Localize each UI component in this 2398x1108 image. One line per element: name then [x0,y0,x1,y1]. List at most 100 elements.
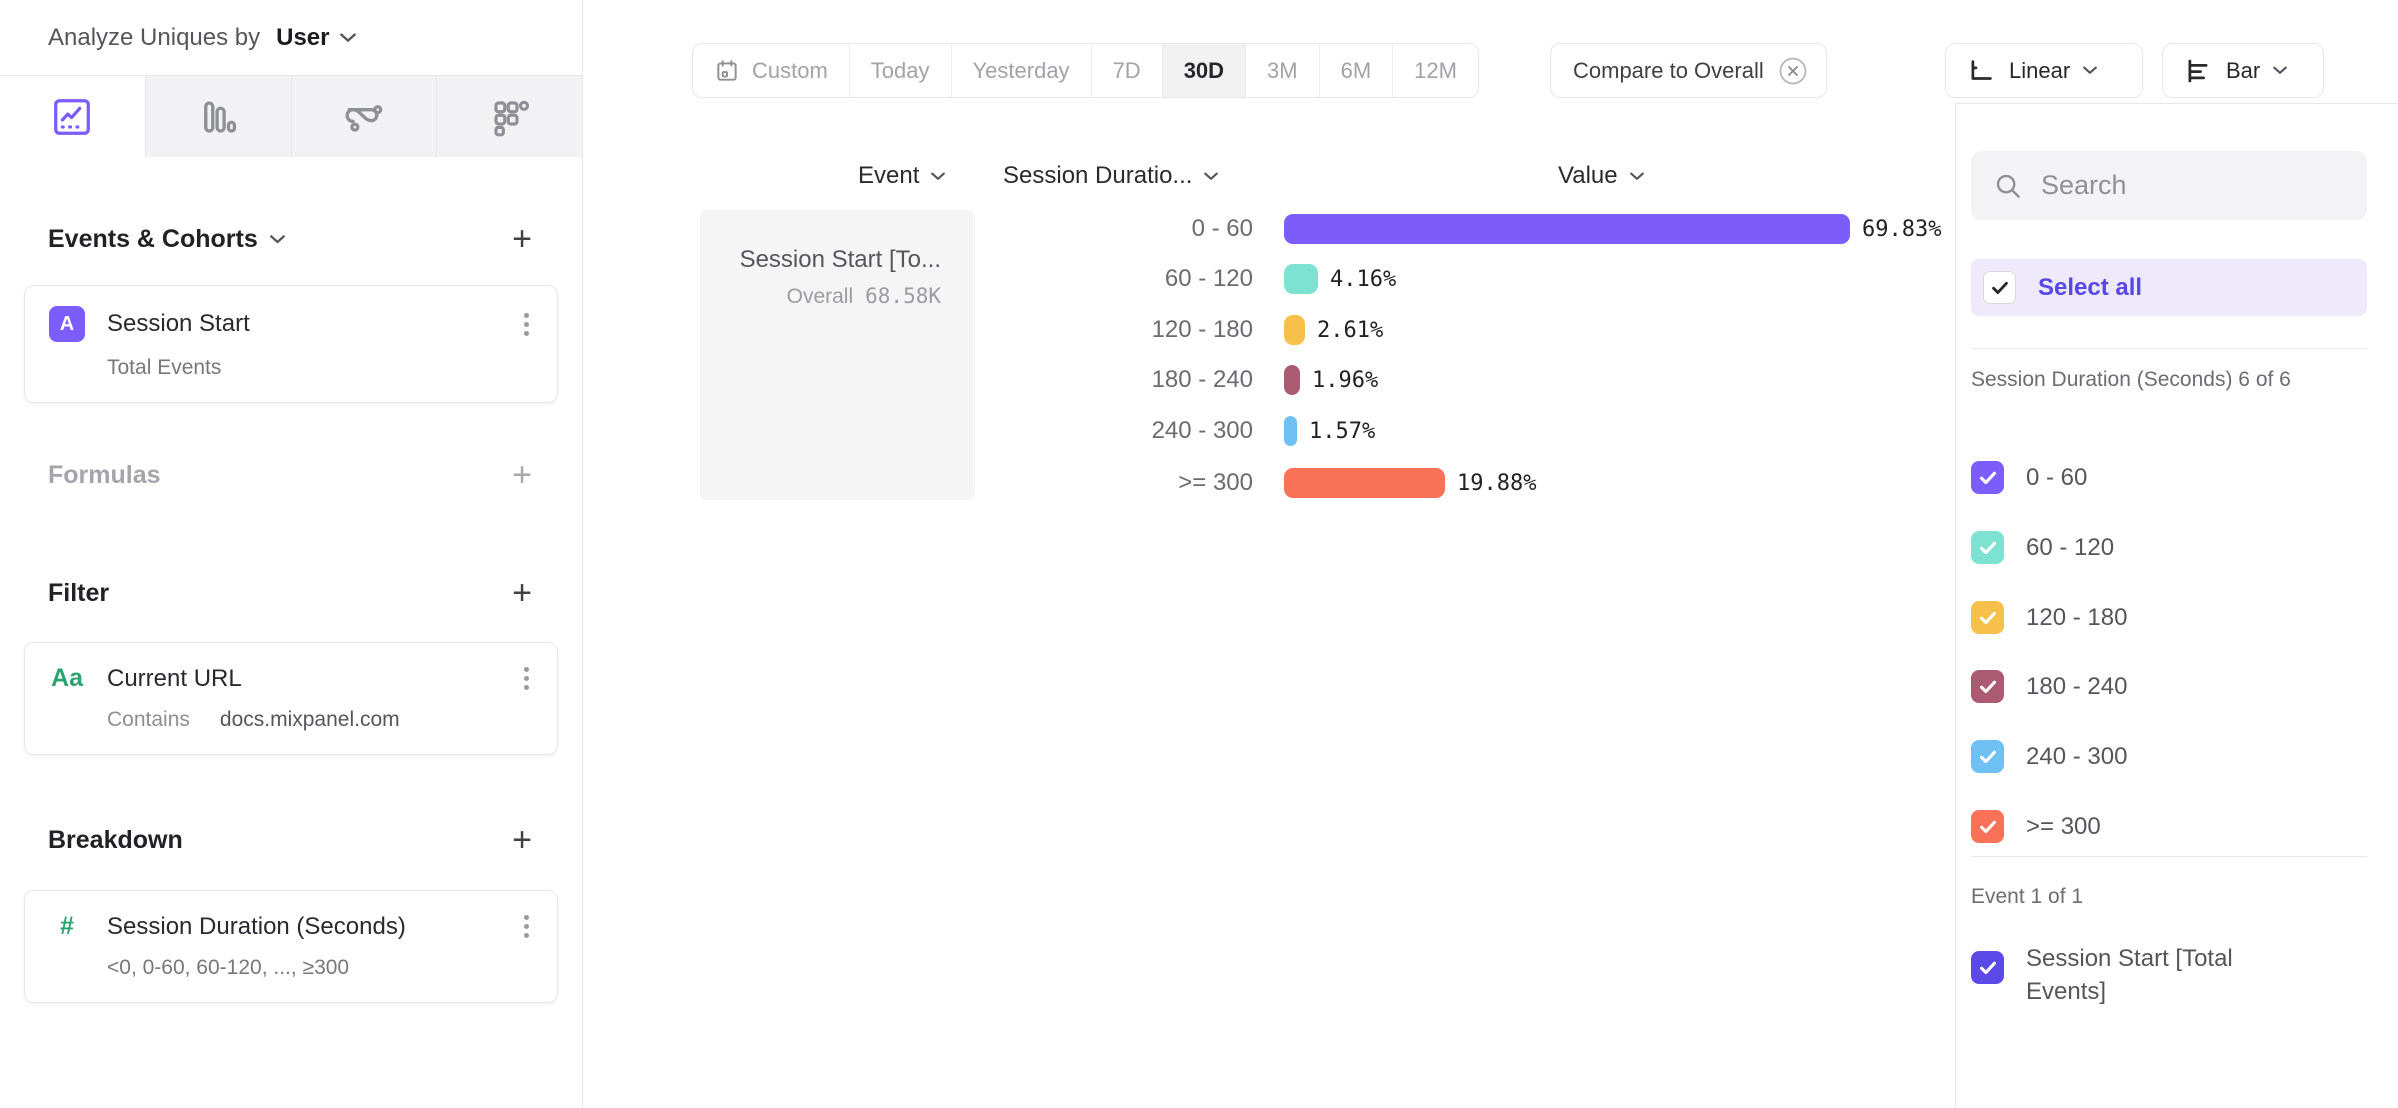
series-checkbox[interactable] [1971,531,2004,564]
query-builder-sidebar: Analyze Uniques by User [0,0,583,1108]
event-card-menu-icon[interactable] [520,309,533,340]
date-range-custom[interactable]: Custom [693,44,849,97]
formulas-title: Formulas [48,460,161,489]
chevron-down-icon [339,32,356,43]
date-range-today[interactable]: Today [848,44,951,97]
filter-title: Filter [48,578,110,607]
breakdown-header: Breakdown + [0,814,582,866]
select-all-checkbox[interactable] [1983,271,2016,304]
date-range-yesterday[interactable]: Yesterday [950,44,1091,97]
series-item[interactable]: 120 - 180 [1971,601,2127,634]
filter-value[interactable]: docs.mixpanel.com [219,708,400,731]
bucket-label: >= 300 [1178,469,1253,496]
bar-value: 1.57% [1309,418,1376,444]
date-range-6m[interactable]: 6M [1318,44,1393,97]
bucket-label: 240 - 300 [1151,417,1253,444]
event-cell-title: Session Start [To... [739,246,941,273]
retention-grid-icon [489,96,531,138]
tab-insights[interactable] [0,76,145,157]
chevron-down-icon [2273,66,2288,75]
event-letter-badge: A [49,306,85,342]
events-cohorts-title: Events & Cohorts [48,225,285,254]
insights-chart-icon [49,94,95,140]
search-icon [1993,171,2023,201]
bucket-label: 120 - 180 [1151,316,1253,343]
chevron-down-icon[interactable] [269,234,285,244]
column-header-event[interactable]: Event [858,162,946,190]
series-checkbox[interactable] [1971,740,2004,773]
scale-dropdown[interactable]: Linear [1945,43,2143,98]
event-card[interactable]: A Session Start Total Events [24,285,558,403]
bar[interactable] [1284,214,1850,244]
bar[interactable] [1284,416,1297,446]
chart-row: 240 - 300 1.57% [1000,416,1375,446]
event-card-title: Session Start [107,310,250,337]
series-checkbox[interactable] [1971,810,2004,843]
add-breakdown-button[interactable]: + [512,821,532,859]
analyze-entity-value: User [276,23,330,51]
select-all-row[interactable]: Select all [1971,259,2367,316]
compare-to-overall-chip[interactable]: Compare to Overall [1550,43,1827,98]
event-cell-overall: Overall 68.58K [786,284,941,308]
series-checkbox[interactable] [1971,601,2004,634]
breakdown-card[interactable]: # Session Duration (Seconds) <0, 0-60, 6… [24,890,558,1003]
tab-flows[interactable] [290,76,437,157]
date-range-7d[interactable]: 7D [1090,44,1162,97]
column-header-breakdown[interactable]: Session Duratio... [1003,162,1219,190]
event-series-checkbox[interactable] [1971,951,2004,984]
series-item[interactable]: >= 300 [1971,810,2101,843]
remove-compare-icon[interactable] [1778,56,1808,86]
bar-value: 1.96% [1312,367,1379,393]
event-series-item[interactable]: Session Start [Total Events] [1971,942,2316,1008]
flows-icon [342,95,386,139]
filter-card-title: Current URL [107,664,242,692]
series-search [1971,151,2367,220]
search-input[interactable] [2041,170,2345,201]
event-metric[interactable]: Total Events [107,356,222,379]
select-all-label: Select all [2038,273,2143,301]
series-checkbox[interactable] [1971,461,2004,494]
date-range-12m[interactable]: 12M [1392,44,1478,97]
series-label: >= 300 [2026,812,2101,840]
analyze-entity-dropdown[interactable]: User [276,23,356,52]
event-cell: Session Start [To... Overall 68.58K [700,210,975,500]
column-header-value[interactable]: Value [1558,162,1644,190]
breakdown-buckets[interactable]: <0, 0-60, 60-120, ..., ≥300 [107,956,350,979]
formulas-header: Formulas + [0,449,582,501]
chart-row: 0 - 60 69.83% [1000,214,1941,244]
linear-axis-icon [1966,56,1996,86]
bar[interactable] [1284,365,1300,395]
breakdown-card-menu-icon[interactable] [520,911,533,942]
series-item[interactable]: 240 - 300 [1971,740,2127,773]
filter-card-menu-icon[interactable] [520,663,533,694]
bar[interactable] [1284,315,1305,345]
date-range-3m[interactable]: 3M [1245,44,1319,97]
series-label: 240 - 300 [2026,742,2128,770]
bar-value: 2.61% [1317,317,1384,343]
date-range-30d[interactable]: 30D [1161,44,1246,97]
filter-operator[interactable]: Contains [107,708,190,731]
breakdown-title: Breakdown [48,825,183,854]
series-checkbox[interactable] [1971,670,2004,703]
chart-type-dropdown[interactable]: Bar [2162,43,2324,98]
chevron-down-icon [1204,172,1219,181]
bar-chart-icon [2183,56,2213,86]
series-item[interactable]: 180 - 240 [1971,670,2127,703]
bucket-label: 180 - 240 [1151,366,1253,393]
filter-card[interactable]: Aa Current URL Contains docs.mixpanel.co… [24,642,558,755]
chevron-down-icon [1629,172,1644,181]
tab-funnels[interactable] [144,76,291,157]
tab-retention[interactable] [436,76,582,157]
bar[interactable] [1284,468,1445,498]
visualization-tabs [0,76,582,157]
add-formula-button[interactable]: + [512,456,532,494]
series-item[interactable]: 0 - 60 [1971,461,2087,494]
series-item[interactable]: 60 - 120 [1971,531,2114,564]
chevron-down-icon [2083,66,2098,75]
add-filter-button[interactable]: + [512,574,532,612]
events-cohorts-header: Events & Cohorts + [0,213,582,265]
chart-row: 120 - 180 2.61% [1000,315,1383,345]
bar[interactable] [1284,264,1318,294]
add-event-button[interactable]: + [512,220,532,258]
